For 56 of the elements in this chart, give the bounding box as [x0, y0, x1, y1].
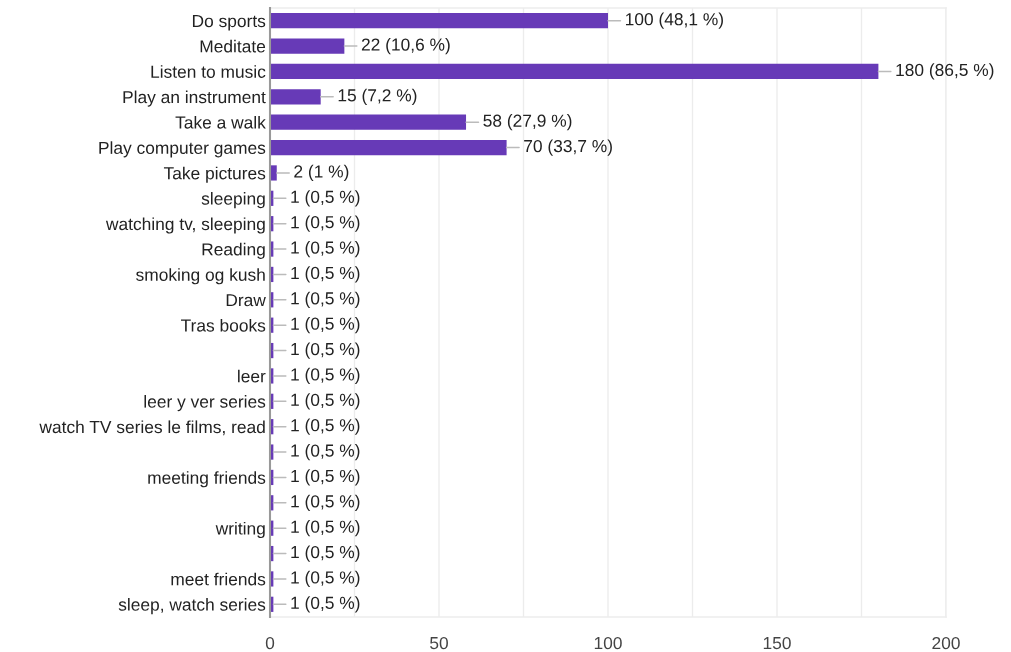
data-label: 180 (86,5 %) [896, 63, 994, 80]
data-label: 1 (0,5 %) [291, 190, 360, 207]
y-tick-label: meeting friends [148, 471, 266, 488]
data-label: 100 (48,1 %) [625, 12, 723, 29]
data-label: 1 (0,5 %) [291, 266, 360, 283]
bar [270, 13, 608, 29]
data-label: 1 (0,5 %) [291, 342, 360, 359]
y-tick-label: Reading [202, 242, 265, 259]
bar [270, 114, 467, 130]
y-tick-label: Meditate [200, 39, 266, 53]
y-tick-label: Tras books [181, 318, 266, 332]
y-tick-label: Draw [226, 294, 266, 307]
y-tick-label: watching tv, sleeping [105, 217, 265, 234]
x-tick-label: 50 [430, 636, 448, 650]
x-tick-label: 200 [932, 636, 960, 650]
y-tick-label: sleeping [201, 192, 265, 209]
data-label: 1 (0,5 %) [291, 570, 360, 588]
data-label: 1 (0,5 %) [291, 367, 360, 385]
data-label: 1 (0,5 %) [291, 469, 360, 486]
x-tick-label: 0 [265, 636, 275, 650]
y-tick-label: watch TV series le films, read [39, 420, 265, 436]
bar [270, 165, 277, 181]
bar [270, 63, 879, 80]
bar [270, 139, 507, 156]
data-label: 1 (0,5 %) [291, 596, 360, 613]
y-tick-label: leer y ver series [144, 395, 266, 412]
data-label: 2 (1 %) [294, 164, 349, 182]
y-tick-label: Listen to music [151, 65, 266, 78]
data-label: 1 (0,5 %) [291, 291, 360, 308]
x-tick-label: 100 [594, 636, 622, 650]
y-tick-label: Take pictures [163, 166, 266, 183]
data-label: 58 (27,9 %) [483, 114, 572, 131]
data-label: 1 (0,5 %) [291, 494, 360, 511]
y-tick-label: Do sports [192, 15, 266, 31]
data-label: 1 (0,5 %) [291, 317, 360, 334]
y-tick-label: Play computer games [99, 141, 266, 158]
x-tick-label: 150 [763, 636, 791, 650]
y-tick-label: Play an instrument [123, 90, 266, 107]
data-label: 15 (7,2 %) [338, 88, 417, 105]
data-label: 22 (10,6 %) [361, 37, 450, 55]
y-tick-label: writing [215, 521, 265, 539]
bar [270, 89, 321, 105]
data-label: 1 (0,5 %) [291, 393, 360, 410]
data-label: 1 (0,5 %) [291, 418, 360, 435]
y-tick-label: smoking og kush [136, 268, 265, 285]
data-label: 1 (0,5 %) [291, 520, 360, 537]
y-tick-label: sleep, watch series [118, 598, 266, 615]
y-tick-label: meet friends [171, 572, 266, 586]
data-label: 1 (0,5 %) [291, 240, 360, 258]
y-tick-label: leer [238, 369, 266, 383]
data-label: 1 (0,5 %) [291, 443, 360, 461]
y-tick-label: Take a walk [175, 115, 266, 129]
bar [270, 38, 345, 54]
data-label: 70 (33,7 %) [524, 139, 612, 156]
data-label: 1 (0,5 %) [291, 545, 360, 562]
data-label: 1 (0,5 %) [291, 215, 360, 232]
